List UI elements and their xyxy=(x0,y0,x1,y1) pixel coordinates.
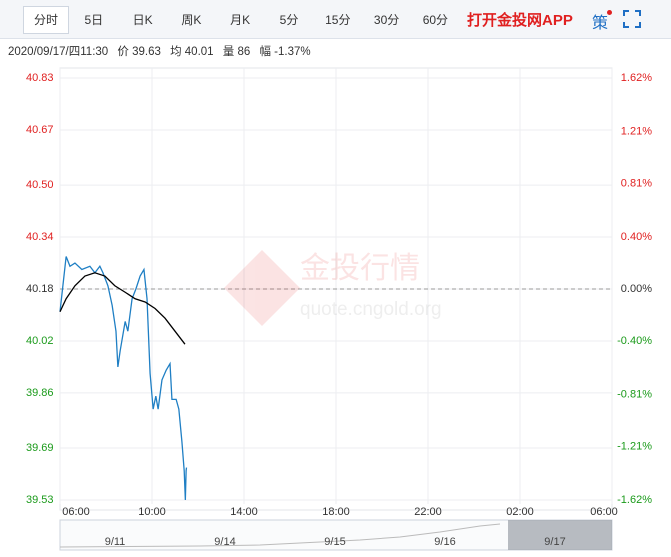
y-tick-label: 40.34 xyxy=(26,231,54,243)
x-tick-label: 10:00 xyxy=(138,506,166,518)
x-tick-label: 18:00 xyxy=(322,506,350,518)
y-tick-label: 40.18 xyxy=(26,283,54,295)
navigator-date: 9/16 xyxy=(434,536,455,548)
app-link[interactable]: 打开金投网APP xyxy=(467,12,573,29)
tab[interactable]: 30分 xyxy=(373,13,400,27)
watermark-url: quote.cngold.org xyxy=(300,299,442,320)
strategy-button[interactable]: 策 xyxy=(592,15,609,32)
x-tick-label: 02:00 xyxy=(506,506,534,518)
tab[interactable]: 周K xyxy=(181,13,202,27)
y-tick-label: 39.69 xyxy=(26,442,54,454)
info-line: 2020/09/17/四11:30 价 39.63 均 40.01 量 86 幅… xyxy=(8,43,317,59)
y-tick-label: 39.86 xyxy=(26,387,54,399)
y2-tick-label: -0.81% xyxy=(617,388,652,400)
y-tick-label: 39.53 xyxy=(26,494,54,506)
y2-tick-label: -1.62% xyxy=(617,494,652,506)
y-tick-label: 40.50 xyxy=(26,179,54,191)
y2-tick-label: -0.40% xyxy=(617,335,652,347)
y2-tick-label: 0.00% xyxy=(621,283,652,295)
price-line xyxy=(59,256,188,501)
info-datetime: 2020/09/17/四11:30 xyxy=(8,46,109,58)
tab[interactable]: 月K xyxy=(230,13,251,27)
navigator-date: 9/17 xyxy=(544,536,565,548)
navigator-date: 9/15 xyxy=(324,536,345,548)
info-volume: 量 86 xyxy=(222,46,251,58)
price-line xyxy=(59,272,186,345)
tab[interactable]: 日K xyxy=(132,13,153,27)
y-tick-label: 40.83 xyxy=(26,72,54,84)
fullscreen-icon[interactable] xyxy=(622,9,642,29)
y-tick-label: 40.67 xyxy=(26,124,54,136)
y2-tick-label: 0.81% xyxy=(621,177,652,189)
notice-dot xyxy=(607,10,612,15)
y2-tick-label: -1.21% xyxy=(617,441,652,453)
y2-tick-label: 0.40% xyxy=(621,231,652,243)
tab-bar: 分时 5日 日K 周K 月K 5分 15分 30分 60分 xyxy=(0,0,671,39)
info-avg: 均 40.01 xyxy=(170,46,214,58)
x-tick-label: 06:00 xyxy=(590,506,618,518)
y-tick-label: 40.02 xyxy=(26,335,54,347)
x-tick-label: 06:00 xyxy=(62,506,90,518)
navigator-window[interactable] xyxy=(508,520,612,550)
chart: 39.53 39.69 39.86 40.02 40.18 40.34 40.50 40.67… xyxy=(26,67,652,551)
navigator-date: 9/14 xyxy=(214,536,235,548)
y2-tick-label: 1.62% xyxy=(621,72,652,84)
tab[interactable]: 60分 xyxy=(422,13,449,27)
watermark-brand: 金投行情 xyxy=(300,252,420,285)
x-tick-label: 14:00 xyxy=(230,506,258,518)
tab[interactable]: 5日 xyxy=(84,13,104,27)
info-price: 价 39.63 xyxy=(117,46,161,58)
tab[interactable]: 分时 xyxy=(23,6,69,34)
watermark: 金投行情 quote.cngold.org xyxy=(224,250,442,326)
x-tick-label: 22:00 xyxy=(414,506,442,518)
tab[interactable]: 5分 xyxy=(279,13,299,27)
info-change: 幅 -1.37% xyxy=(259,46,311,58)
y2-tick-label: 1.21% xyxy=(621,125,652,137)
navigator-date: 9/11 xyxy=(105,536,126,548)
tab[interactable]: 15分 xyxy=(325,13,351,27)
navigator-sparkline xyxy=(59,523,501,548)
